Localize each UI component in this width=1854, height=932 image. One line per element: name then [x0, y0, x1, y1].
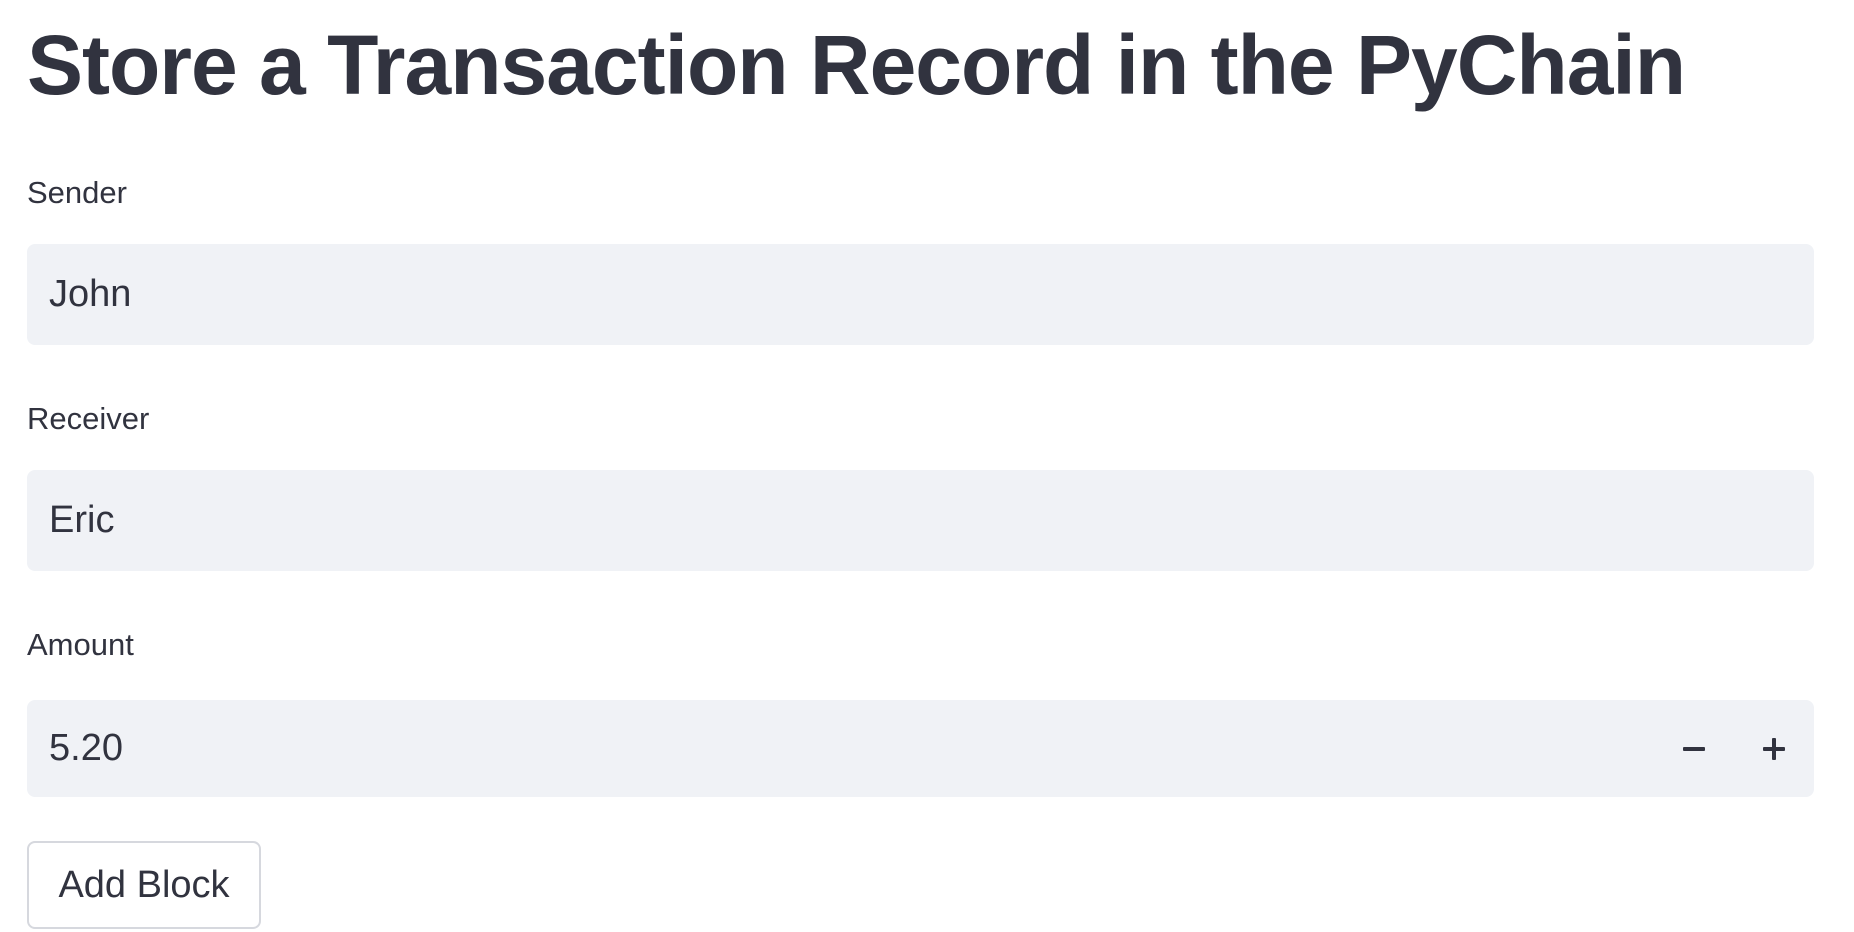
- sender-input[interactable]: John: [27, 244, 1814, 345]
- receiver-label: Receiver: [27, 401, 150, 436]
- amount-input[interactable]: 5.20: [27, 700, 1814, 797]
- amount-input-value: 5.20: [49, 727, 123, 769]
- plus-icon: [1763, 737, 1785, 760]
- decrement-button[interactable]: [1654, 700, 1734, 797]
- amount-label: Amount: [27, 627, 134, 662]
- sender-input-value: John: [49, 273, 132, 315]
- add-block-button[interactable]: Add Block: [27, 841, 261, 929]
- receiver-input-value: Eric: [49, 499, 115, 541]
- main-content: Store a Transaction Record in the PyChai…: [27, 0, 1814, 929]
- receiver-input[interactable]: Eric: [27, 470, 1814, 571]
- sender-label: Sender: [27, 175, 127, 210]
- minus-icon: [1683, 746, 1705, 751]
- page-title: Store a Transaction Record in the PyChai…: [27, 18, 1686, 112]
- increment-button[interactable]: [1734, 700, 1814, 797]
